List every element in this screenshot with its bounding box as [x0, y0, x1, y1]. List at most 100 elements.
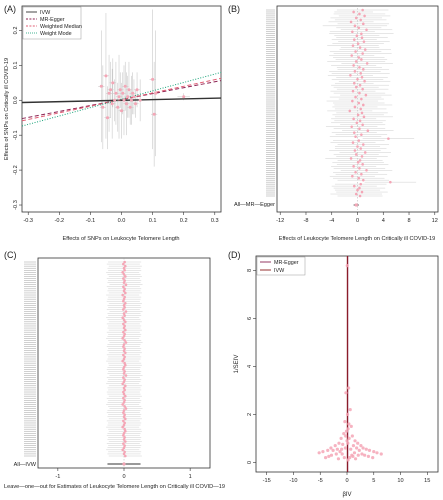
d-point: [344, 429, 349, 433]
c-point: [122, 273, 126, 276]
b-point: [363, 151, 367, 154]
b-point: [354, 153, 358, 156]
a-point: [129, 98, 133, 102]
c-point: [122, 368, 125, 371]
b-point: [361, 52, 364, 55]
d-point: [336, 457, 341, 461]
c-point: [124, 440, 127, 443]
c-point: [124, 264, 127, 268]
c-point: [124, 417, 127, 421]
a-point: [124, 102, 128, 106]
a-xtick-label: -0.1: [86, 218, 96, 224]
b-point: [359, 182, 363, 186]
d-point: [347, 422, 351, 426]
b-point: [363, 14, 366, 18]
d-point: [346, 441, 350, 445]
b-point: [354, 170, 357, 174]
panel-c-label: (C): [4, 250, 17, 260]
legend-d-mr-egger: MR-Egger: [274, 260, 299, 266]
b-point: [350, 125, 354, 129]
d-point: [342, 432, 346, 436]
c-point: [123, 332, 126, 336]
b-point: [360, 155, 364, 158]
panel-d-funnel: (D) -15 -10 -5 0 5 10 15 0 2 4 6 8 βIV 1/SEIV MR-E…: [228, 250, 439, 498]
c-point: [122, 289, 126, 293]
a-point: [101, 105, 105, 109]
d-point: [327, 454, 331, 458]
b-point: [356, 161, 360, 164]
c-xtick-label: -1: [55, 474, 60, 480]
d-ytick-label: 4: [247, 365, 253, 368]
b-point: [358, 83, 362, 87]
c-point: [122, 318, 126, 322]
d-xtick-label: 0: [345, 478, 348, 484]
d-point: [367, 448, 372, 452]
b-point: [363, 48, 367, 51]
b-point: [352, 38, 356, 41]
c-point: [124, 301, 127, 305]
b-point: [359, 18, 363, 22]
b-point: [353, 24, 357, 28]
d-point: [329, 446, 333, 450]
c-summary-point: [122, 462, 126, 466]
b-point: [352, 165, 355, 168]
a-point: [110, 102, 114, 106]
b-summary-point: [354, 203, 358, 207]
c-point: [122, 297, 126, 301]
d-xtick-label: 15: [424, 478, 430, 484]
panel-a-x-axis: -0.3 -0.2 -0.1 0.0 0.1 0.2 0.3: [23, 212, 219, 224]
c-point: [123, 413, 126, 417]
b-point: [389, 180, 392, 184]
c-point: [122, 312, 126, 315]
b-point: [349, 73, 352, 77]
d-point: [343, 446, 347, 450]
a-xtick-label: 0.1: [149, 218, 157, 224]
b-point: [358, 91, 361, 95]
d-point: [350, 434, 354, 438]
c-point: [122, 409, 126, 412]
a-point: [109, 88, 113, 92]
legend-weighted-median: Weighted Median: [40, 24, 82, 30]
c-point: [124, 351, 127, 355]
a-point: [122, 98, 126, 102]
b-point: [357, 139, 361, 142]
panel-d-x-axis: -15 -10 -5 0 5 10 15: [263, 472, 430, 484]
b-point: [360, 32, 363, 36]
panel-c-rows: [24, 258, 143, 468]
d-point: [351, 454, 355, 458]
d-point: [323, 456, 328, 460]
c-point: [124, 320, 127, 324]
b-point: [351, 99, 354, 103]
c-point: [124, 275, 127, 278]
d-point: [344, 434, 348, 438]
b-point: [354, 135, 357, 138]
panel-d-vlines: [346, 256, 349, 472]
panel-a-xlabel: Effects of SNPs on Leukocyte Telomere Le…: [62, 236, 179, 242]
c-point: [123, 287, 126, 291]
a-point: [151, 77, 155, 81]
b-point: [356, 145, 359, 148]
c-point: [124, 394, 127, 398]
b-point: [357, 176, 361, 180]
d-point: [352, 451, 357, 455]
b-point: [354, 85, 358, 89]
b-point: [360, 172, 363, 176]
c-point: [124, 310, 128, 313]
panel-d-legend: MR-Egger IVW: [256, 256, 306, 276]
b-point: [354, 16, 358, 20]
c-point: [122, 380, 126, 384]
a-point: [106, 116, 110, 120]
d-point: [331, 448, 335, 452]
d-point: [364, 447, 368, 451]
d-point: [347, 386, 351, 390]
c-point: [122, 345, 125, 348]
b-point: [362, 115, 366, 119]
b-point: [361, 143, 365, 146]
panel-a-regression-lines: [21, 71, 222, 127]
b-point: [360, 190, 364, 194]
b-point: [361, 87, 364, 91]
a-xtick-label: -0.2: [54, 218, 64, 224]
d-point: [333, 444, 337, 448]
a-line-ivw: [21, 97, 222, 104]
panel-a-scatter: (A) -0.3 -0.2 -0.1 0.0 0.1 0.2 0.3 -0.3-0.2-0.…: [4, 4, 222, 242]
